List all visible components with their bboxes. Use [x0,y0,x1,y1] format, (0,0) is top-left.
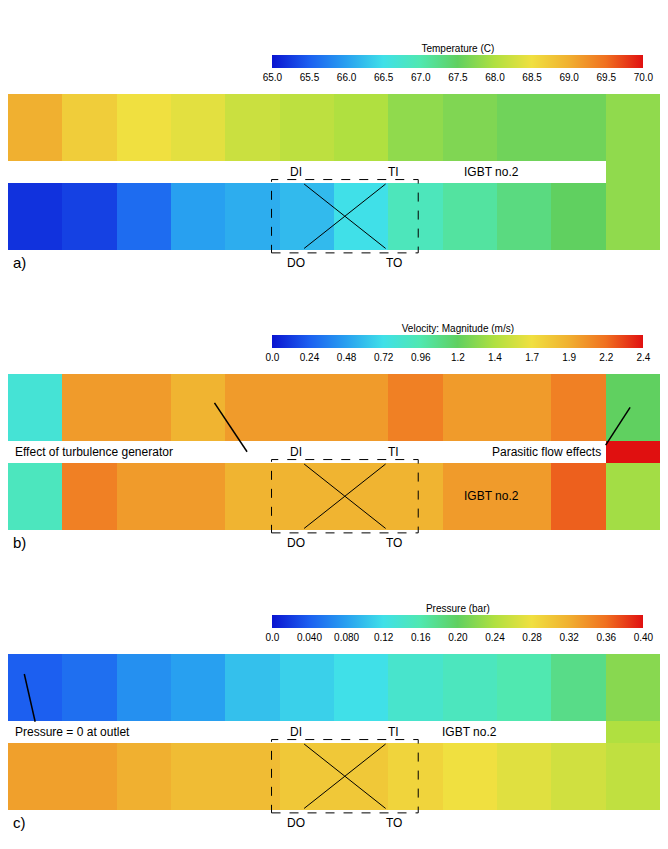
svg-text:0.12: 0.12 [374,632,394,643]
svg-text:1.4: 1.4 [488,352,502,363]
svg-text:1.7: 1.7 [525,352,539,363]
svg-text:69.5: 69.5 [597,72,617,83]
svg-text:70.0: 70.0 [634,72,654,83]
svg-text:0.080: 0.080 [334,632,359,643]
svg-text:0.36: 0.36 [597,632,617,643]
svg-text:Pressure = 0 at outlet: Pressure = 0 at outlet [15,725,130,739]
svg-text:0.24: 0.24 [300,352,320,363]
svg-text:TO: TO [386,256,402,270]
svg-text:Parasitic flow effects: Parasitic flow effects [492,445,601,459]
svg-text:1.9: 1.9 [562,352,576,363]
svg-text:TI: TI [388,165,399,179]
svg-text:0.040: 0.040 [297,632,322,643]
svg-text:0.0: 0.0 [265,632,279,643]
svg-text:69.0: 69.0 [559,72,579,83]
svg-text:0.20: 0.20 [448,632,468,643]
svg-text:68.0: 68.0 [485,72,505,83]
svg-text:68.5: 68.5 [522,72,542,83]
svg-text:67.5: 67.5 [448,72,468,83]
svg-text:0.72: 0.72 [374,352,394,363]
svg-text:66.5: 66.5 [374,72,394,83]
svg-text:TI: TI [388,445,399,459]
svg-text:0.24: 0.24 [485,632,505,643]
svg-text:0.32: 0.32 [559,632,579,643]
svg-text:65.5: 65.5 [300,72,320,83]
svg-text:DO: DO [287,256,305,270]
svg-text:66.0: 66.0 [337,72,357,83]
svg-text:DO: DO [287,816,305,830]
svg-text:DI: DI [290,725,302,739]
svg-text:Pressure (bar): Pressure (bar) [426,603,490,614]
svg-text:0.96: 0.96 [411,352,431,363]
svg-text:DI: DI [290,165,302,179]
svg-text:DO: DO [287,536,305,550]
svg-text:0.0: 0.0 [265,352,279,363]
svg-text:Effect of turbulence generator: Effect of turbulence generator [15,445,173,459]
svg-text:0.40: 0.40 [634,632,654,643]
svg-text:b): b) [13,534,26,551]
svg-text:0.16: 0.16 [411,632,431,643]
svg-text:IGBT no.2: IGBT no.2 [464,165,519,179]
svg-text:IGBT no.2: IGBT no.2 [442,725,497,739]
svg-text:c): c) [13,814,26,831]
svg-text:65.0: 65.0 [263,72,283,83]
svg-text:TI: TI [388,725,399,739]
svg-text:TO: TO [386,816,402,830]
svg-text:2.4: 2.4 [636,352,650,363]
svg-text:67.0: 67.0 [411,72,431,83]
svg-text:1.2: 1.2 [451,352,465,363]
svg-text:0.48: 0.48 [337,352,357,363]
svg-text:DI: DI [290,445,302,459]
svg-text:Temperature (C): Temperature (C) [421,43,494,54]
svg-text:2.2: 2.2 [599,352,613,363]
svg-text:IGBT no.2: IGBT no.2 [464,489,519,503]
svg-text:TO: TO [386,536,402,550]
svg-text:Velocity: Magnitude (m/s): Velocity: Magnitude (m/s) [402,323,514,334]
svg-text:a): a) [13,254,26,271]
svg-text:0.28: 0.28 [522,632,542,643]
